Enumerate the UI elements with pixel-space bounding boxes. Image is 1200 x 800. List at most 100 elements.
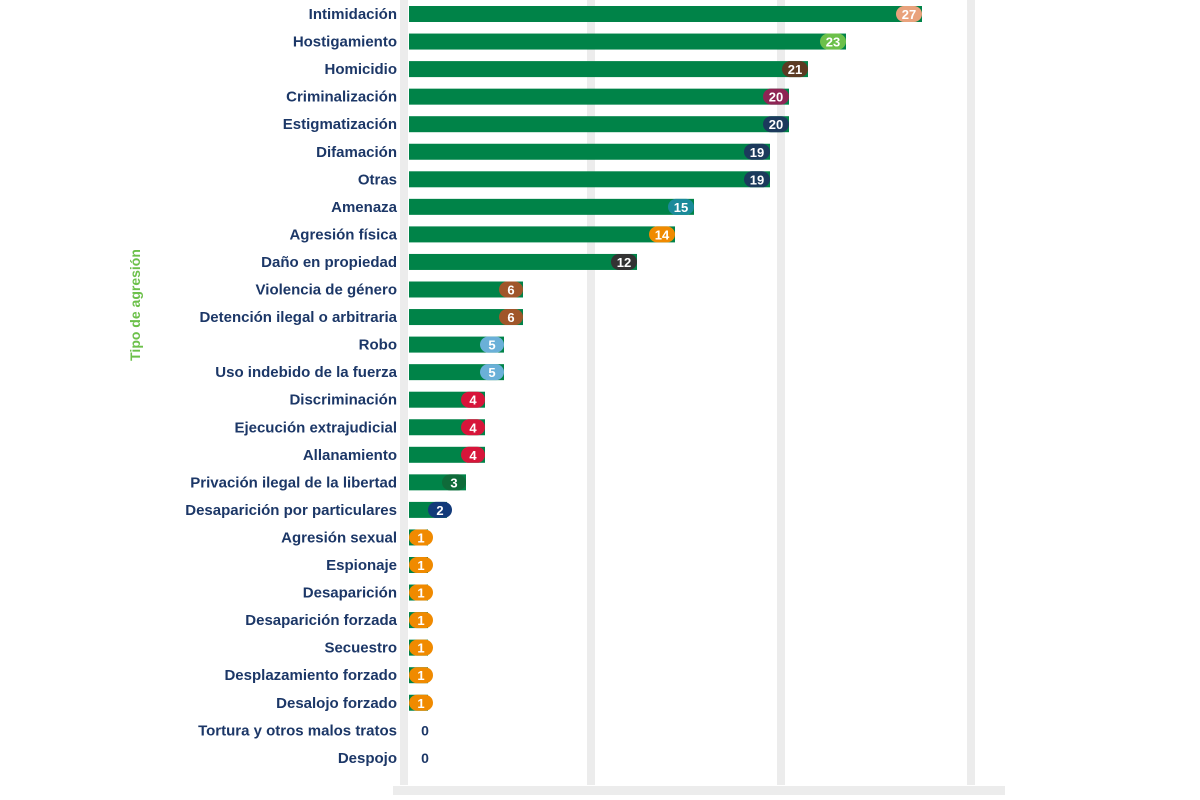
category-label: Secuestro <box>324 640 397 657</box>
data-label: 27 <box>902 7 916 22</box>
value-badge <box>668 198 694 215</box>
data-label: 1 <box>417 530 424 545</box>
bar <box>409 61 808 78</box>
gridline <box>777 0 785 785</box>
value-badge <box>409 612 433 629</box>
category-label: Daño en propiedad <box>261 254 397 271</box>
data-label: 1 <box>417 558 424 573</box>
category-label: Detención ilegal o arbitraria <box>199 309 397 326</box>
value-badge <box>461 446 485 463</box>
category-label: Agresión física <box>289 226 397 243</box>
value-badge <box>428 501 452 518</box>
data-label: 0 <box>421 722 429 738</box>
value-badge <box>611 253 637 270</box>
category-label: Privación ilegal de la libertad <box>190 474 397 491</box>
data-label: 4 <box>469 393 477 408</box>
bar <box>409 6 922 22</box>
category-label: Uso indebido de la fuerza <box>215 364 397 381</box>
data-label: 15 <box>674 200 688 215</box>
value-badge <box>499 309 523 326</box>
category-label: Robo <box>359 337 397 354</box>
value-badge <box>744 143 770 160</box>
data-label: 4 <box>469 448 477 463</box>
bar <box>409 336 504 353</box>
bar <box>409 253 637 270</box>
data-label: 20 <box>769 117 783 132</box>
data-label: 1 <box>417 613 424 628</box>
category-label: Desaparición por particulares <box>185 502 397 519</box>
bar <box>409 309 523 326</box>
value-badge <box>409 639 433 656</box>
value-badge <box>480 336 504 353</box>
category-label: Homicidio <box>324 61 397 78</box>
bar <box>409 198 694 215</box>
category-label: Ejecución extrajudicial <box>234 419 397 436</box>
bar <box>409 88 789 105</box>
data-label: 20 <box>769 90 783 105</box>
data-label: 3 <box>450 475 457 490</box>
category-label: Hostigamiento <box>293 34 397 51</box>
value-badge <box>409 694 433 711</box>
category-label: Desaparición <box>303 585 397 602</box>
value-badge <box>499 281 523 298</box>
bar <box>409 226 675 243</box>
category-label: Espionaje <box>326 557 397 574</box>
data-label: 19 <box>750 172 764 187</box>
category-label: Agresión sexual <box>281 529 397 546</box>
value-badge <box>649 226 675 243</box>
value-badge <box>409 557 433 573</box>
category-label: Otras <box>358 171 397 188</box>
value-badge <box>409 584 433 601</box>
category-label: Tortura y otros malos tratos <box>198 722 397 739</box>
data-label: 0 <box>421 750 429 766</box>
data-label: 5 <box>488 338 495 353</box>
value-badge <box>763 88 789 105</box>
data-label: 6 <box>507 310 514 325</box>
category-label: Intimidación <box>309 6 397 23</box>
value-badge <box>461 419 485 436</box>
gridline <box>400 0 408 785</box>
category-label: Despojo <box>338 750 397 767</box>
data-label: 6 <box>507 283 514 298</box>
data-label: 2 <box>436 503 443 518</box>
category-label: Amenaza <box>331 199 398 216</box>
category-label: Discriminación <box>289 392 397 409</box>
value-badge <box>782 61 808 78</box>
value-badge <box>744 171 770 188</box>
value-badge <box>480 364 504 381</box>
value-badge <box>461 391 485 408</box>
bar <box>409 33 846 50</box>
value-badge <box>763 116 789 133</box>
value-badge <box>442 474 466 491</box>
data-label: 1 <box>417 668 424 683</box>
data-label: 1 <box>417 586 424 601</box>
data-label: 1 <box>417 696 424 711</box>
data-label: 14 <box>655 227 670 242</box>
gridline <box>967 0 975 785</box>
data-label: 21 <box>788 62 802 77</box>
value-badge <box>820 33 846 50</box>
bar <box>409 116 789 133</box>
category-label: Criminalización <box>286 89 397 106</box>
category-label: Violencia de género <box>256 282 397 299</box>
data-label: 12 <box>617 255 631 270</box>
category-label: Allanamiento <box>303 447 397 464</box>
category-label: Difamación <box>316 144 397 161</box>
gridline <box>587 0 595 785</box>
category-label: Desplazamiento forzado <box>224 667 397 684</box>
value-badge <box>409 667 433 684</box>
category-label: Desaparición forzada <box>245 612 397 629</box>
bar <box>409 143 770 160</box>
x-axis-baseline <box>393 786 1005 795</box>
y-axis-title: Tipo de agresión <box>127 249 143 361</box>
data-label: 5 <box>488 365 495 380</box>
data-label: 19 <box>750 145 764 160</box>
bar <box>409 364 504 381</box>
data-label: 23 <box>826 35 840 50</box>
category-label: Estigmatización <box>283 116 397 133</box>
data-label: 1 <box>417 641 424 656</box>
value-badge <box>409 529 433 546</box>
bar <box>409 281 523 298</box>
data-label: 4 <box>469 420 477 435</box>
